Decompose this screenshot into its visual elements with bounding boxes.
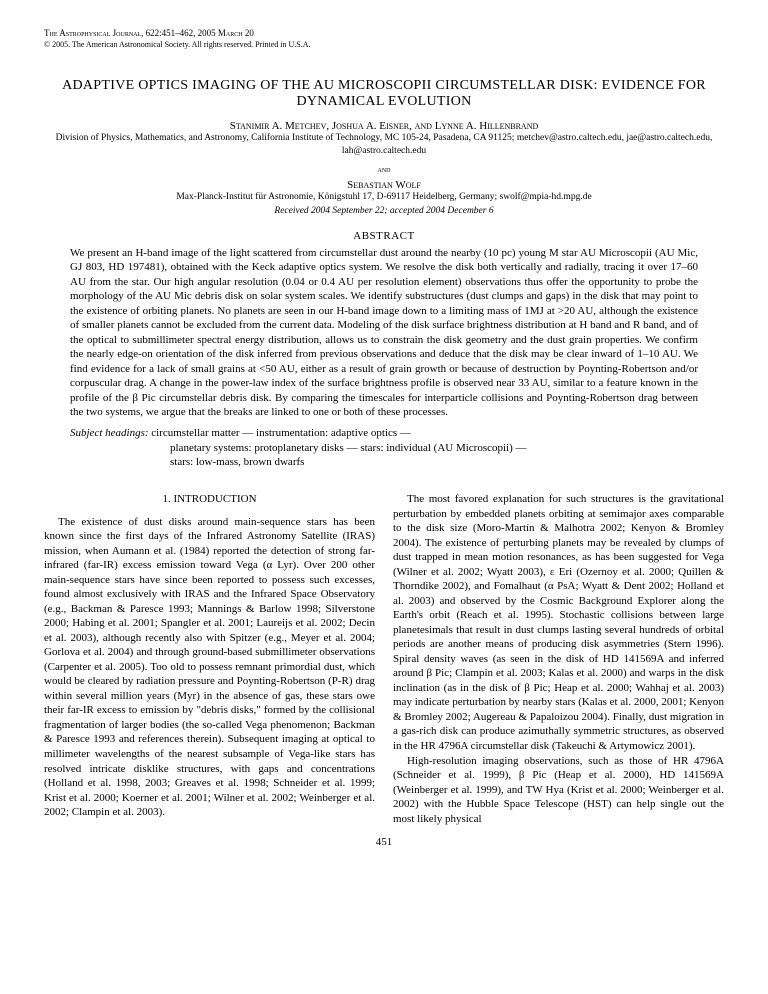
- abstract-text: We present an H-band image of the light …: [44, 246, 724, 420]
- subject-line-2: planetary systems: protoplanetary disks …: [70, 441, 698, 456]
- abstract-heading: ABSTRACT: [44, 230, 724, 242]
- affiliation-1: Division of Physics, Mathematics, and As…: [44, 132, 724, 158]
- intro-paragraph-1: The existence of dust disks around main-…: [44, 515, 375, 820]
- subject-headings: Subject headings: circumstellar matter —…: [44, 426, 724, 471]
- paper-title: ADAPTIVE OPTICS IMAGING OF THE AU MICROS…: [44, 78, 724, 110]
- authors-block-1: Stanimir A. Metchev, Joshua A. Eisner, a…: [44, 120, 724, 158]
- intro-paragraph-2: The most favored explanation for such st…: [393, 492, 724, 753]
- journal-header: The Astrophysical Journal, 622:451–462, …: [44, 28, 724, 50]
- subject-line-1: circumstellar matter — instrumentation: …: [151, 427, 411, 439]
- received-dates: Received 2004 September 22; accepted 200…: [44, 206, 724, 216]
- and-separator: and: [44, 164, 724, 174]
- body-columns: 1. INTRODUCTION The existence of dust di…: [44, 492, 724, 826]
- journal-citation: The Astrophysical Journal, 622:451–462, …: [44, 28, 724, 40]
- subject-label: Subject headings:: [70, 427, 149, 439]
- intro-paragraph-3: High-resolution imaging observations, su…: [393, 754, 724, 827]
- subject-line-3: stars: low-mass, brown dwarfs: [70, 455, 698, 470]
- page-number: 451: [44, 836, 724, 848]
- authors-block-2: Sebastian Wolf Max-Planck-Institut für A…: [44, 179, 724, 216]
- affiliation-2: Max-Planck-Institut für Astronomie, Köni…: [44, 191, 724, 204]
- column-right: The most favored explanation for such st…: [393, 492, 724, 826]
- page: The Astrophysical Journal, 622:451–462, …: [0, 0, 768, 868]
- journal-copyright: © 2005. The American Astronomical Societ…: [44, 40, 724, 50]
- section-1-heading: 1. INTRODUCTION: [44, 492, 375, 507]
- column-left: 1. INTRODUCTION The existence of dust di…: [44, 492, 375, 826]
- authors-line-1: Stanimir A. Metchev, Joshua A. Eisner, a…: [44, 120, 724, 132]
- authors-line-2: Sebastian Wolf: [44, 179, 724, 191]
